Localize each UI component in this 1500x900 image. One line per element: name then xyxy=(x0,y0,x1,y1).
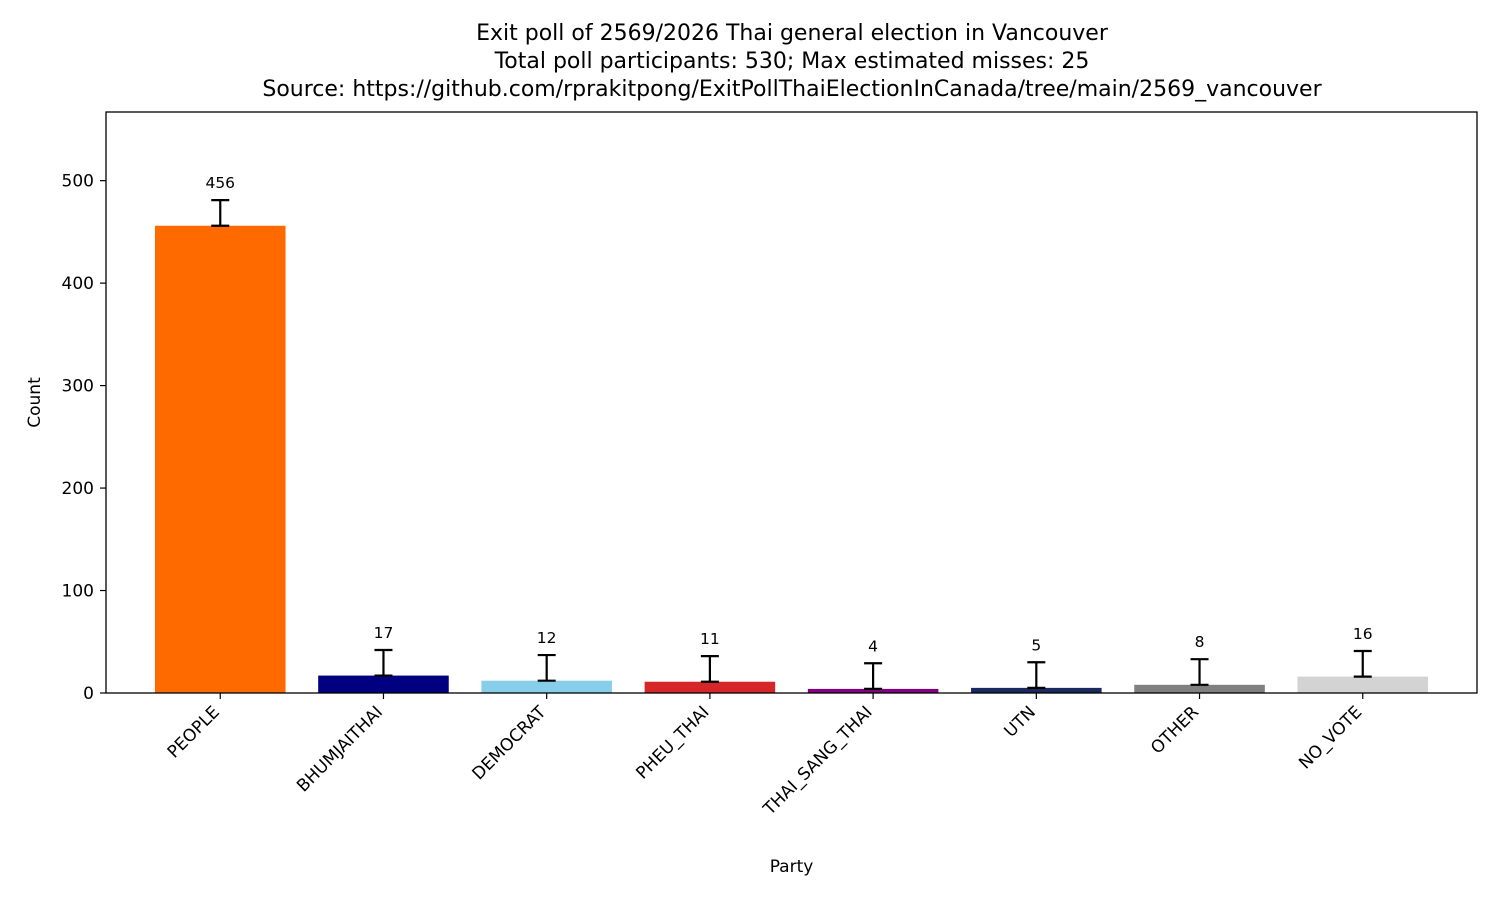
value-labels-group: 456 17 12 11 4 5 8 16 xyxy=(205,174,1372,655)
plot-frame xyxy=(105,111,1478,694)
value-label: 456 xyxy=(205,174,235,192)
x-tick-label: OTHER xyxy=(1147,702,1203,758)
x-tick-label: DEMOCRAT xyxy=(468,702,550,784)
y-tick-label: 0 xyxy=(83,684,94,704)
y-tick-label: 100 xyxy=(62,582,94,602)
bar-other xyxy=(1134,684,1265,693)
value-label: 16 xyxy=(1353,625,1373,643)
value-label: 17 xyxy=(374,624,394,642)
error-bars-group xyxy=(211,199,1372,691)
x-tick-label: NO_VOTE xyxy=(1295,702,1366,773)
bar-bhumjaithai xyxy=(318,675,449,693)
bar-democrat xyxy=(481,680,612,693)
y-tick-label: 500 xyxy=(62,172,94,192)
bar-pheu-thai xyxy=(644,681,776,693)
y-tick-label: 200 xyxy=(62,479,94,499)
bar-no-vote xyxy=(1297,676,1429,693)
value-label: 8 xyxy=(1195,633,1205,651)
y-tick-label: 300 xyxy=(62,377,94,397)
value-label: 12 xyxy=(537,629,557,647)
x-tick-label: PEOPLE xyxy=(164,702,224,762)
bar-thai-sang-thai xyxy=(807,688,939,693)
x-tick-label: BHUMJAITHAI xyxy=(293,702,387,796)
value-label: 5 xyxy=(1031,636,1041,654)
bar-people xyxy=(154,225,286,694)
bars-group xyxy=(154,225,1429,694)
value-label: 4 xyxy=(868,637,878,655)
chart-title: Exit poll of 2569/2026 Thai general elec… xyxy=(0,20,1500,104)
chart-title-line-2: Total poll participants: 530; Max estima… xyxy=(494,49,1090,74)
bar-utn xyxy=(971,687,1102,693)
y-tick-label: 400 xyxy=(62,274,94,294)
value-label: 11 xyxy=(700,630,720,648)
y-axis-label: Count xyxy=(25,377,45,428)
y-axis: 0 100 200 300 400 500 xyxy=(62,172,106,704)
chart-title-line-1: Exit poll of 2569/2026 Thai general elec… xyxy=(476,21,1108,46)
x-tick-label: PHEU_THAI xyxy=(632,702,713,783)
x-axis: PEOPLE BHUMJAITHAI DEMOCRAT PHEU_THAI THAI_S… xyxy=(164,693,1366,820)
x-tick-label: UTN xyxy=(1001,702,1040,741)
x-axis-label: Party xyxy=(770,857,814,877)
x-tick-label: THAI_SANG_THAI xyxy=(759,702,877,820)
chart-title-line-3: Source: https://github.com/rprakitpong/E… xyxy=(262,77,1322,102)
